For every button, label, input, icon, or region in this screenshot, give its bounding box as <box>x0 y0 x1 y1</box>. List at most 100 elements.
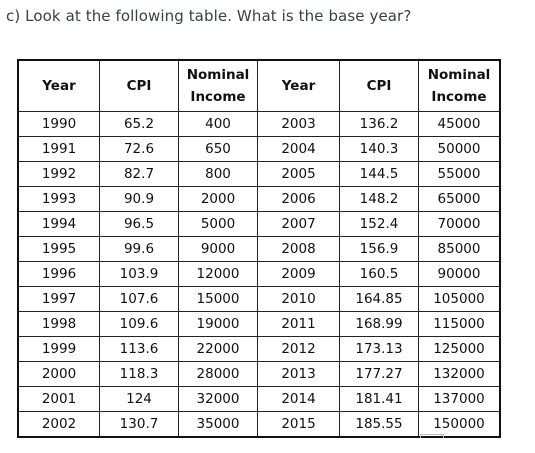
table-cell: 150000 <box>418 411 501 438</box>
table-cell: 173.13 <box>339 336 419 362</box>
table-cell: 800 <box>178 161 258 187</box>
table-cell: 2003 <box>257 111 340 137</box>
table-cell: 2009 <box>257 261 340 287</box>
table-cell: 115000 <box>418 311 501 337</box>
table-row: 2002 130.7 35000 2015 185.55 150000 <box>17 411 501 438</box>
table-cell: 22000 <box>178 336 258 362</box>
table-cell: 55000 <box>418 161 501 187</box>
table-cell: 1998 <box>17 311 100 337</box>
table-cell: 12000 <box>178 261 258 287</box>
table-cell: 50000 <box>418 136 501 162</box>
table-cell: 15000 <box>178 286 258 312</box>
table-cell: 2004 <box>257 136 340 162</box>
table-cell: 1992 <box>17 161 100 187</box>
table-cell: 2005 <box>257 161 340 187</box>
table-row: 2001 124 32000 2014 181.41 137000 <box>17 386 501 412</box>
table-cell: 1994 <box>17 211 100 237</box>
table-row: 2000 118.3 28000 2013 177.27 132000 <box>17 361 501 387</box>
table-row: 1994 96.5 5000 2007 152.4 70000 <box>17 211 501 237</box>
table-cell: 5000 <box>178 211 258 237</box>
table-cell: 90000 <box>418 261 501 287</box>
table-cell: 2008 <box>257 236 340 262</box>
table-cell: 32000 <box>178 386 258 412</box>
table-cell: 70000 <box>418 211 501 237</box>
table-cell: 2001 <box>17 386 100 412</box>
table-header-row: Year CPI Nominal Income Year CPI Nominal Inco… <box>17 59 501 112</box>
table-row: 1995 99.6 9000 2008 156.9 85000 <box>17 236 501 262</box>
table-cell: 1997 <box>17 286 100 312</box>
table-cell: 113.6 <box>99 336 179 362</box>
table-cell: 400 <box>178 111 258 137</box>
table-cell: 19000 <box>178 311 258 337</box>
table-cell: 2002 <box>17 411 100 438</box>
table-cell: 185.55 <box>339 411 419 438</box>
table-row: 1993 90.9 2000 2006 148.2 65000 <box>17 186 501 212</box>
table-cell: 650 <box>178 136 258 162</box>
table-cell: 96.5 <box>99 211 179 237</box>
table-cell: 156.9 <box>339 236 419 262</box>
table-row: 1992 82.7 800 2005 144.5 55000 <box>17 161 501 187</box>
column-header: Year <box>257 59 340 112</box>
column-header: Nominal Income <box>418 59 501 112</box>
table-cell: 132000 <box>418 361 501 387</box>
table-cell: 1993 <box>17 186 100 212</box>
table-cell: 2006 <box>257 186 340 212</box>
table-cell: 2010 <box>257 286 340 312</box>
table-cell: 99.6 <box>99 236 179 262</box>
table-cell: 2000 <box>17 361 100 387</box>
table-cell: 164.85 <box>339 286 419 312</box>
table-cell: 107.6 <box>99 286 179 312</box>
column-header: CPI <box>339 59 419 112</box>
table-cell: 82.7 <box>99 161 179 187</box>
image-resize-handle[interactable] <box>420 434 444 438</box>
table-cell: 2013 <box>257 361 340 387</box>
table-cell: 85000 <box>418 236 501 262</box>
table-cell: 103.9 <box>99 261 179 287</box>
table-cell: 65000 <box>418 186 501 212</box>
table-cell: 152.4 <box>339 211 419 237</box>
table-cell: 1996 <box>17 261 100 287</box>
column-header: Nominal Income <box>178 59 258 112</box>
table-cell: 65.2 <box>99 111 179 137</box>
table-cell: 2007 <box>257 211 340 237</box>
table-cell: 124 <box>99 386 179 412</box>
table-cell: 130.7 <box>99 411 179 438</box>
table-cell: 45000 <box>418 111 501 137</box>
table-cell: 105000 <box>418 286 501 312</box>
table-cell: 1990 <box>17 111 100 137</box>
table-cell: 177.27 <box>339 361 419 387</box>
table-cell: 35000 <box>178 411 258 438</box>
table-cell: 2014 <box>257 386 340 412</box>
table-row: 1999 113.6 22000 2012 173.13 125000 <box>17 336 501 362</box>
table-cell: 1991 <box>17 136 100 162</box>
table-cell: 1995 <box>17 236 100 262</box>
table-cell: 2000 <box>178 186 258 212</box>
table-row: 1998 109.6 19000 2011 168.99 115000 <box>17 311 501 337</box>
column-header: Year <box>17 59 100 112</box>
table-cell: 125000 <box>418 336 501 362</box>
question-text: c) Look at the following table. What is … <box>6 7 412 25</box>
table-cell: 168.99 <box>339 311 419 337</box>
table-row: 1991 72.6 650 2004 140.3 50000 <box>17 136 501 162</box>
column-header: CPI <box>99 59 179 112</box>
table-cell: 72.6 <box>99 136 179 162</box>
table-row: 1990 65.2 400 2003 136.2 45000 <box>17 111 501 137</box>
table-cell: 90.9 <box>99 186 179 212</box>
table-cell: 137000 <box>418 386 501 412</box>
table-cell: 160.5 <box>339 261 419 287</box>
table-cell: 109.6 <box>99 311 179 337</box>
table-cell: 136.2 <box>339 111 419 137</box>
table-row: 1996 103.9 12000 2009 160.5 90000 <box>17 261 501 287</box>
table-cell: 2011 <box>257 311 340 337</box>
table-cell: 181.41 <box>339 386 419 412</box>
table-cell: 28000 <box>178 361 258 387</box>
table-cell: 2012 <box>257 336 340 362</box>
table-cell: 140.3 <box>339 136 419 162</box>
table-body: 1990 65.2 400 2003 136.2 45000 1991 72.6 650 2004… <box>17 111 501 438</box>
cpi-table: Year CPI Nominal Income Year CPI Nominal Inco… <box>17 59 501 438</box>
table-cell: 148.2 <box>339 186 419 212</box>
table-cell: 118.3 <box>99 361 179 387</box>
table-cell: 2015 <box>257 411 340 438</box>
table-cell: 144.5 <box>339 161 419 187</box>
table-cell: 9000 <box>178 236 258 262</box>
